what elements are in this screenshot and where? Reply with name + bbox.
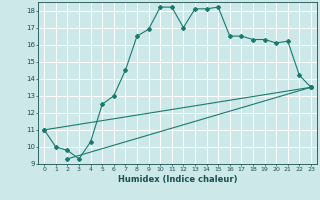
X-axis label: Humidex (Indice chaleur): Humidex (Indice chaleur) — [118, 175, 237, 184]
